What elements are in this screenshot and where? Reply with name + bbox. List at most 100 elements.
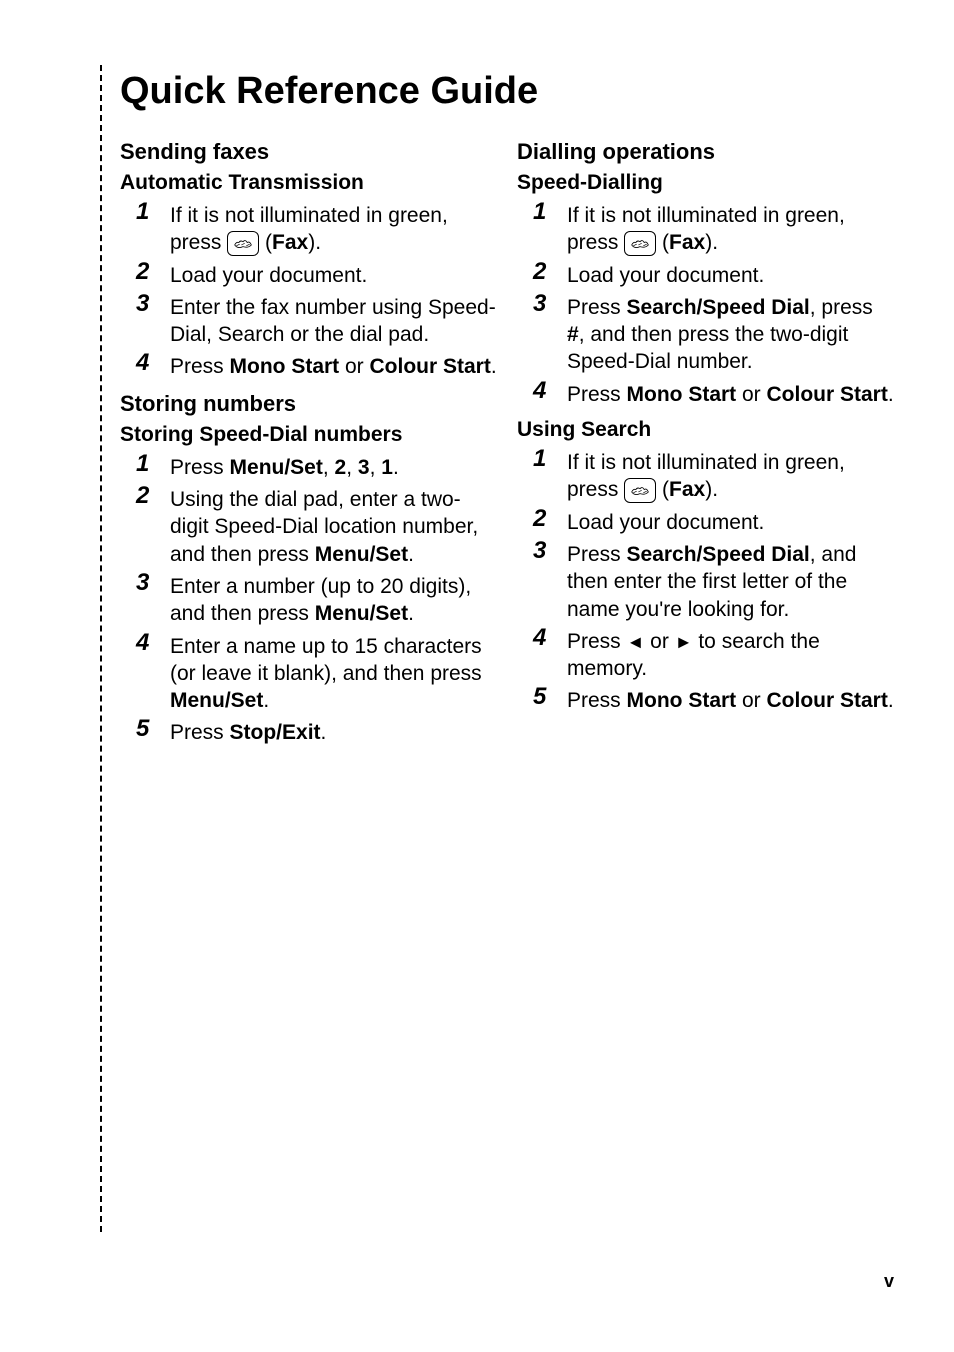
step-number: 1 <box>136 199 170 225</box>
text-fragment: Stop/Exit <box>230 721 321 744</box>
list-item: 5 Press Mono Start or Colour Start. <box>533 684 894 714</box>
text-fragment: , <box>346 456 358 479</box>
text-fragment: Fax <box>272 231 308 254</box>
step-number: 3 <box>136 570 170 596</box>
text-fragment: . <box>408 543 414 566</box>
sending-faxes-heading: Sending faxes <box>120 139 497 165</box>
list-item: 5 Press Stop/Exit. <box>136 716 497 746</box>
text-fragment: Press <box>567 630 627 653</box>
storing-speed-dial-steps: 1 Press Menu/Set, 2, 3, 1. 2 Using the d… <box>136 451 497 747</box>
text-fragment: ). <box>705 231 718 254</box>
using-search-subheading: Using Search <box>517 418 894 442</box>
text-fragment: Mono Start <box>627 689 737 712</box>
step-text: Press Search/Speed Dial, and then enter … <box>567 538 894 623</box>
using-search-steps: 1 If it is not illuminated in green, pre… <box>533 446 894 715</box>
list-item: 3 Enter a number (up to 20 digits), and … <box>136 570 497 628</box>
storing-numbers-heading: Storing numbers <box>120 391 497 417</box>
fax-icon <box>624 231 656 256</box>
list-item: 3 Press Search/Speed Dial, and then ente… <box>533 538 894 623</box>
left-column: Sending faxes Automatic Transmission 1 I… <box>120 135 497 757</box>
step-text: Press Mono Start or Colour Start. <box>170 350 497 380</box>
step-text: Press Stop/Exit. <box>170 716 326 746</box>
step-number: 1 <box>533 446 567 472</box>
columns-wrapper: Sending faxes Automatic Transmission 1 I… <box>120 135 894 757</box>
list-item: 3 Enter the fax number using Speed-Dial,… <box>136 291 497 349</box>
step-number: 1 <box>136 451 170 477</box>
text-fragment: Press <box>567 296 627 319</box>
text-fragment: Colour Start <box>370 355 491 378</box>
speed-dialling-steps: 1 If it is not illuminated in green, pre… <box>533 199 894 408</box>
right-arrow-icon: ► <box>675 632 693 652</box>
step-number: 3 <box>136 291 170 317</box>
text-fragment: Press <box>567 543 627 566</box>
text-fragment: or <box>736 383 766 406</box>
text-fragment: ( <box>265 231 272 254</box>
text-fragment: ). <box>308 231 321 254</box>
list-item: 2 Load your document. <box>533 506 894 536</box>
content-area: Quick Reference Guide Sending faxes Auto… <box>120 70 894 757</box>
text-fragment: Menu/Set <box>170 689 263 712</box>
text-fragment: or <box>644 630 674 653</box>
text-fragment: 3 <box>358 456 370 479</box>
step-number: 4 <box>136 630 170 656</box>
storing-speed-dial-subheading: Storing Speed-Dial numbers <box>120 423 497 447</box>
text-fragment: , <box>370 456 382 479</box>
list-item: 4 Press Mono Start or Colour Start. <box>136 350 497 380</box>
step-text: Press Search/Speed Dial, press #, and th… <box>567 291 894 376</box>
text-fragment: Search/Speed Dial <box>627 543 810 566</box>
speed-dialling-subheading: Speed-Dialling <box>517 171 894 195</box>
fax-icon <box>624 478 656 503</box>
step-number: 2 <box>136 483 170 509</box>
cut-line <box>100 65 102 1232</box>
text-fragment: Press <box>567 383 627 406</box>
text-fragment: . <box>393 456 399 479</box>
page-container: Quick Reference Guide Sending faxes Auto… <box>0 0 954 1352</box>
text-fragment: . <box>321 721 327 744</box>
text-fragment: Menu/Set <box>315 602 408 625</box>
step-text: Load your document. <box>567 259 764 289</box>
text-fragment: or <box>736 689 766 712</box>
text-fragment: Menu/Set <box>230 456 323 479</box>
text-fragment: Press <box>170 721 230 744</box>
auto-transmission-steps: 1 If it is not illuminated in green, pre… <box>136 199 497 381</box>
text-fragment: . <box>408 602 414 625</box>
step-number: 2 <box>533 506 567 532</box>
text-fragment: # <box>567 323 579 346</box>
text-fragment: , and then press the two-digit Speed-Dia… <box>567 323 848 373</box>
step-text: Press ◄ or ► to search the memory. <box>567 625 894 683</box>
text-fragment: ). <box>705 478 718 501</box>
list-item: 2 Using the dial pad, enter a two-digit … <box>136 483 497 568</box>
list-item: 1 If it is not illuminated in green, pre… <box>136 199 497 257</box>
text-fragment: , press <box>810 296 873 319</box>
step-text: Press Mono Start or Colour Start. <box>567 378 894 408</box>
fax-icon <box>227 231 259 256</box>
step-number: 2 <box>533 259 567 285</box>
step-text: If it is not illuminated in green, press… <box>170 199 497 257</box>
text-fragment: Colour Start <box>767 689 888 712</box>
text-fragment: or <box>339 355 369 378</box>
auto-transmission-subheading: Automatic Transmission <box>120 171 497 195</box>
step-number: 5 <box>136 716 170 742</box>
text-fragment: Enter a name up to 15 characters (or lea… <box>170 635 482 685</box>
list-item: 1 If it is not illuminated in green, pre… <box>533 199 894 257</box>
step-number: 5 <box>533 684 567 710</box>
text-fragment: , <box>323 456 335 479</box>
step-text: Load your document. <box>567 506 764 536</box>
text-fragment: Mono Start <box>627 383 737 406</box>
step-text: Using the dial pad, enter a two-digit Sp… <box>170 483 497 568</box>
text-fragment: Colour Start <box>767 383 888 406</box>
page-number: v <box>884 1271 894 1292</box>
step-text: Enter a number (up to 20 digits), and th… <box>170 570 497 628</box>
list-item: 2 Load your document. <box>533 259 894 289</box>
step-number: 4 <box>136 350 170 376</box>
text-fragment: . <box>263 689 269 712</box>
list-item: 4 Press Mono Start or Colour Start. <box>533 378 894 408</box>
text-fragment: Mono Start <box>230 355 340 378</box>
list-item: 1 If it is not illuminated in green, pre… <box>533 446 894 504</box>
step-number: 3 <box>533 538 567 564</box>
step-text: If it is not illuminated in green, press… <box>567 446 894 504</box>
list-item: 1 Press Menu/Set, 2, 3, 1. <box>136 451 497 481</box>
text-fragment: Press <box>170 456 230 479</box>
step-text: Press Menu/Set, 2, 3, 1. <box>170 451 399 481</box>
text-fragment: ( <box>662 478 669 501</box>
